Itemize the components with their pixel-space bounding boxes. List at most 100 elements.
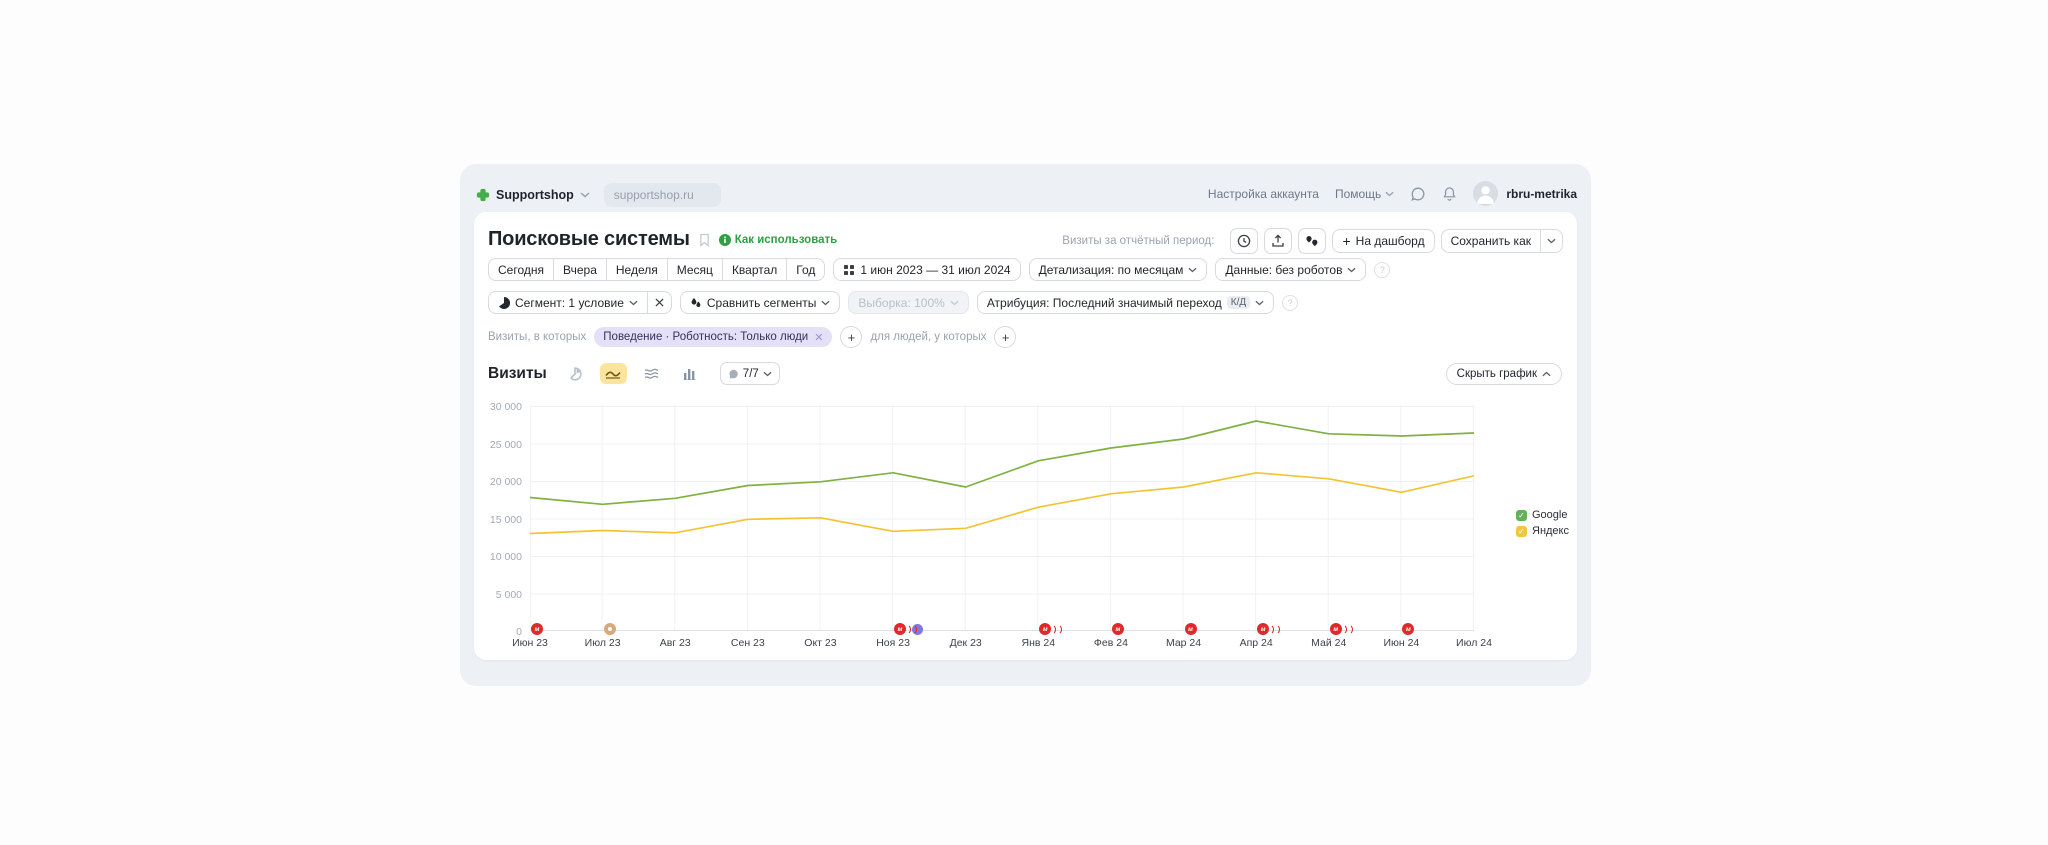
notes-button[interactable]	[1298, 228, 1326, 254]
counter-name[interactable]: Supportshop	[496, 188, 574, 202]
close-icon	[655, 298, 664, 307]
how-to-use-label: Как использовать	[735, 234, 838, 246]
legend-item-яндекс[interactable]: ✓ Яндекс	[1516, 525, 1569, 537]
annotation-dot-icon: м	[1185, 623, 1197, 635]
period-button-2[interactable]: Вчера	[553, 258, 607, 281]
annotation-dot-icon: м	[1402, 623, 1414, 635]
x-tick-label: Апр 24	[1220, 637, 1292, 649]
report-actions: Визиты за отчётный период: + На дашборд …	[1062, 228, 1563, 254]
x-tick-label: Июн 24	[1365, 637, 1437, 649]
annotation-badge-июн-23[interactable]: м	[531, 623, 543, 635]
annotation-stack-icon	[906, 624, 917, 635]
messages-icon[interactable]	[1410, 186, 1426, 202]
x-tick-label: Янв 24	[1002, 637, 1074, 649]
chevron-down-icon	[629, 300, 638, 306]
site-url-text: supportshop.ru	[614, 188, 694, 202]
annotation-badge-июл-23[interactable]	[604, 623, 616, 635]
chevron-down-icon	[763, 371, 772, 377]
visits-line-chart[interactable]	[530, 405, 1474, 631]
annotation-dot-icon: м	[1112, 623, 1124, 635]
avatar[interactable]	[1473, 181, 1498, 206]
save-as-button[interactable]: Сохранить как	[1441, 229, 1541, 253]
segment-chip[interactable]: Поведение · Роботность: Только люди ✕	[594, 327, 832, 347]
attribution-button[interactable]: Атрибуция: Последний значимый переход К/…	[977, 291, 1274, 314]
sampling-button[interactable]: Выборка: 100%	[848, 291, 968, 314]
annotation-badge-янв-24[interactable]: м	[1039, 623, 1062, 635]
y-tick-label: 20 000	[480, 476, 522, 488]
series-line-google[interactable]	[530, 421, 1474, 504]
sampling-label: Выборка: 100%	[858, 296, 944, 310]
notifications-bell-icon[interactable]	[1442, 186, 1457, 202]
for-people-label: для людей, у которых	[870, 331, 986, 343]
segment-row: Сегмент: 1 условие Сравнить сегменты Выб…	[488, 291, 1298, 314]
annotation-dot-icon: м	[894, 623, 906, 635]
chart-legend: ✓ Google ✓ Яндекс	[1516, 509, 1569, 537]
hide-chart-label: Скрыть график	[1457, 368, 1537, 380]
detalization-button[interactable]: Детализация: по месяцам	[1029, 258, 1208, 281]
counter-switcher: Supportshop supportshop.ru	[476, 183, 721, 207]
annotation-badge-ноя-23[interactable]: м	[894, 623, 923, 635]
period-button-6[interactable]: Год	[786, 258, 825, 281]
period-button-3[interactable]: Неделя	[606, 258, 668, 281]
page: Supportshop supportshop.ru Настройка акк…	[0, 0, 2048, 845]
x-tick-label: Мар 24	[1148, 637, 1220, 649]
series-count-label: 7/7	[743, 368, 759, 380]
x-tick-label: Ноя 23	[857, 637, 929, 649]
legend-item-google[interactable]: ✓ Google	[1516, 509, 1569, 521]
attribution-label: Атрибуция: Последний значимый переход	[987, 296, 1222, 310]
visits-in-which-label: Визиты, в которых	[488, 331, 586, 343]
help-question-icon[interactable]: ?	[1282, 295, 1298, 311]
export-button[interactable]	[1264, 228, 1292, 254]
chevron-down-icon[interactable]	[580, 192, 590, 198]
legend-checkbox-icon[interactable]: ✓	[1516, 526, 1527, 537]
account-settings-link[interactable]: Настройка аккаунта	[1208, 187, 1319, 201]
segment-chip-label: Поведение · Роботность: Только люди	[603, 331, 808, 343]
add-visit-condition-button[interactable]: +	[840, 326, 862, 348]
series-count-button[interactable]: 7/7	[720, 362, 780, 385]
period-button-1[interactable]: Сегодня	[488, 258, 554, 281]
help-menu[interactable]: Помощь	[1335, 187, 1394, 201]
compare-segments-button[interactable]: Сравнить сегменты	[680, 291, 841, 314]
plus-icon: +	[1342, 234, 1350, 248]
add-people-condition-button[interactable]: +	[994, 326, 1016, 348]
segment-clear-button[interactable]	[647, 291, 672, 314]
period-button-group: СегодняВчераНеделяМесяцКварталГод	[488, 258, 825, 281]
annotation-badge-мар-24[interactable]: м	[1185, 623, 1197, 635]
y-tick-label: 15 000	[480, 514, 522, 526]
data-mode-button[interactable]: Данные: без роботов	[1215, 258, 1366, 281]
bookmark-icon[interactable]	[699, 233, 710, 247]
chart-type-pie-button[interactable]	[562, 363, 589, 384]
segment-button[interactable]: Сегмент: 1 условие	[488, 291, 648, 314]
period-button-4[interactable]: Месяц	[667, 258, 723, 281]
legend-label: Google	[1532, 509, 1567, 521]
annotation-dot-icon: м	[1330, 623, 1342, 635]
username[interactable]: rbru-metrika	[1506, 187, 1577, 201]
segment-pie-icon	[498, 297, 510, 309]
chart-type-line-button[interactable]	[600, 363, 627, 384]
chart-header: Визиты 7/7	[488, 362, 780, 385]
segment-group: Сегмент: 1 условие	[488, 291, 672, 314]
date-range-button[interactable]: 1 июн 2023 — 31 июл 2024	[833, 258, 1020, 281]
metric-title: Визиты	[488, 365, 547, 383]
attribution-badge: К/Д	[1227, 296, 1250, 309]
legend-label: Яндекс	[1532, 525, 1569, 537]
hide-chart-button[interactable]: Скрыть график	[1446, 363, 1562, 385]
help-question-icon[interactable]: ?	[1374, 262, 1390, 278]
x-tick-label: Дек 23	[930, 637, 1002, 649]
legend-checkbox-icon[interactable]: ✓	[1516, 510, 1527, 521]
add-to-dashboard-button[interactable]: + На дашборд	[1332, 229, 1434, 253]
history-clock-button[interactable]	[1230, 228, 1258, 254]
annotation-badge-фев-24[interactable]: м	[1112, 623, 1124, 635]
chart-type-stacked-button[interactable]	[638, 363, 665, 384]
site-url-field[interactable]: supportshop.ru	[604, 183, 721, 207]
annotation-badge-апр-24[interactable]: м	[1257, 623, 1280, 635]
save-as-dropdown-button[interactable]	[1540, 229, 1563, 253]
chart-type-columns-button[interactable]	[676, 363, 703, 384]
period-button-5[interactable]: Квартал	[722, 258, 787, 281]
annotation-badge-май-24[interactable]: м	[1330, 623, 1353, 635]
annotation-badge-июн-24[interactable]: м	[1402, 623, 1414, 635]
data-mode-label: Данные: без роботов	[1225, 263, 1342, 277]
how-to-use-link[interactable]: Как использовать	[719, 234, 838, 246]
chip-close-icon[interactable]: ✕	[814, 331, 823, 344]
detalization-label: Детализация: по месяцам	[1039, 263, 1184, 277]
